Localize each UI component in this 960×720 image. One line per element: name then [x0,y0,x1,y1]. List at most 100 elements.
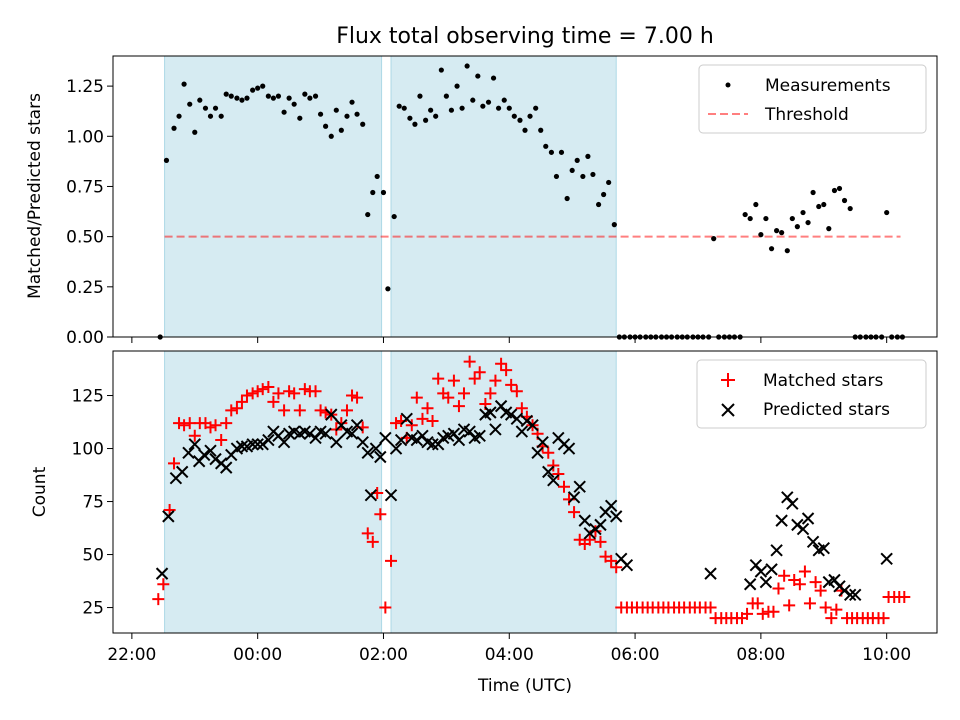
measurement-point-22 [275,93,282,99]
measurement-point-20 [265,93,271,99]
matched-point-11 [209,419,222,432]
matched-point-23 [272,387,285,400]
measurement-point-39 [365,211,371,218]
xtick-label-5: 08:00 [736,645,785,665]
predicted-point-89 [704,567,717,580]
x-axis-label: Time (UTC) [477,676,572,696]
matched-point-54 [432,372,445,385]
matched-point-87 [605,554,618,567]
measurement-point-62 [485,99,492,105]
legend-matched-marker [721,373,735,387]
matched-point-51 [416,412,429,425]
predicted-point-31 [325,408,338,421]
measurement-point-53 [438,67,444,73]
predicted-point-41 [374,450,387,464]
matched-point-40 [361,527,374,540]
measurement-point-54 [443,93,449,99]
matched-point-65 [489,374,502,387]
measurement-point-112 [747,215,753,222]
predicted-point-101 [801,512,815,525]
predicted-point-110 [849,588,862,602]
xtick-label-3: 04:00 [485,645,534,665]
predicted-point-66 [504,408,518,421]
matched-point-77 [552,467,565,480]
measurement-point-116 [768,246,775,252]
matched-point-28 [298,383,311,396]
measurement-point-111 [742,211,748,218]
measurement-point-129 [836,185,843,192]
matched-point-52 [421,402,434,415]
measurement-point-52 [433,113,439,119]
predicted-point-111 [880,552,893,565]
predicted-point-51 [426,438,439,451]
measurement-point-128 [831,187,838,194]
measurement-point-14 [234,95,240,101]
measurement-point-37 [354,111,360,117]
measurement-point-10 [212,105,219,111]
predicted-point-94 [765,563,778,576]
measurement-point-24 [286,95,292,101]
predicted-point-48 [410,433,424,447]
matched-point-53 [426,414,439,427]
measurement-point-30 [317,111,324,117]
measurement-point-63 [490,75,497,81]
predicted-point-11 [220,461,233,474]
measurement-point-74 [548,149,555,155]
matched-point-5 [178,419,191,432]
predicted-point-99 [791,518,804,532]
matched-point-76 [547,459,560,472]
matched-point-85 [594,535,607,548]
matched-point-78 [557,480,570,493]
predicted-point-109 [843,588,857,602]
measurement-point-121 [794,224,800,230]
matched-point-125 [803,597,816,610]
predicted-point-80 [578,514,591,527]
matched-point-15 [230,402,243,415]
xtick-label-2: 02:00 [359,645,408,665]
predicted-point-14 [235,440,249,453]
matched-point-83 [583,533,596,546]
measurement-point-42 [380,189,387,196]
predicted-point-19 [262,433,275,447]
measurement-point-50 [423,117,429,123]
matched-point-14 [225,404,238,417]
measurement-point-23 [281,109,287,115]
measurement-point-49 [417,93,423,99]
matched-point-124 [798,565,811,578]
count-ytick-label-3: 100 [72,440,104,460]
matched-point-19 [251,385,264,398]
ratio-ytick-label-3: 0.75 [66,177,104,197]
legend-predicted-label: Predicted stars [763,400,890,420]
predicted-point-68 [515,425,529,438]
xtick-label-6: 10:00 [862,645,911,665]
matched-point-36 [340,404,353,417]
matched-point-60 [463,355,476,368]
matched-point-127 [814,584,827,597]
measurement-point-86 [611,222,617,228]
measurement-point-75 [553,173,560,180]
measurement-point-48 [412,121,418,127]
measurement-point-83 [595,201,602,208]
matched-point-38 [351,391,364,404]
measurement-point-76 [558,149,565,155]
matched-point-75 [542,446,555,459]
matched-point-113 [741,607,754,620]
predicted-point-79 [573,480,586,493]
matched-point-22 [267,395,280,408]
ratio-panel-frame [112,55,938,338]
matched-point-45 [385,554,398,567]
predicted-point-67 [510,412,524,426]
measurement-point-58 [464,63,470,69]
measurement-point-125 [816,203,822,210]
matched-point-118 [767,605,780,618]
ratio-shaded-interval-0 [164,55,383,338]
measurement-point-41 [374,173,380,180]
predicted-point-5 [188,438,201,451]
measurement-point-43 [385,286,391,292]
measurement-point-38 [360,121,366,127]
matched-point-43 [374,508,387,521]
predicted-point-92 [754,565,768,578]
predicted-point-32 [330,435,343,449]
predicted-point-63 [489,423,502,436]
matched-point-139 [877,612,890,625]
